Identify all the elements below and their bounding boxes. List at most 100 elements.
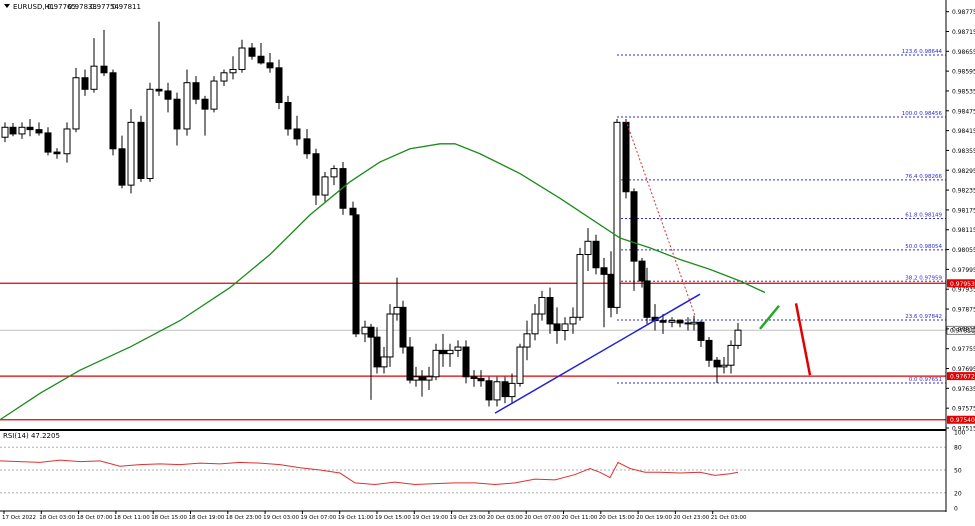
bear-candle bbox=[439, 349, 447, 355]
price-tick-label: 0.98055 bbox=[952, 247, 975, 254]
bear-candle bbox=[173, 98, 181, 130]
support-trendline[interactable] bbox=[494, 293, 701, 414]
bull-candle bbox=[668, 320, 676, 323]
bear-candle bbox=[607, 273, 615, 308]
bear-candle bbox=[312, 153, 320, 196]
price-tick-label: 0.97515 bbox=[952, 426, 975, 433]
rsi-tick-label: 0 bbox=[954, 506, 958, 513]
time-tick-label: 19 Oct 15:00 bbox=[375, 515, 411, 521]
level-price-label: 0.97540 bbox=[950, 417, 975, 424]
rsi-tick-label: 100 bbox=[954, 430, 966, 437]
bear-candle bbox=[100, 65, 108, 74]
rsi-label: RSI(14) 47.2205 bbox=[3, 432, 60, 440]
bear-candle bbox=[373, 336, 381, 368]
open-text: 0.97765 bbox=[47, 3, 76, 11]
bear-candle bbox=[705, 339, 713, 361]
price-tick-label: 0.98115 bbox=[952, 227, 975, 234]
bear-candle bbox=[622, 121, 630, 193]
bear-candle bbox=[81, 77, 89, 90]
bull-candle bbox=[508, 382, 516, 398]
bear-candle bbox=[352, 214, 360, 335]
fib-level-label: 38.2 0.97959 bbox=[905, 275, 942, 281]
rsi-tick-label: 80 bbox=[954, 445, 962, 452]
rsi-tick-label: 20 bbox=[954, 490, 962, 497]
current-price-tag bbox=[946, 325, 975, 335]
bull-candle bbox=[183, 82, 191, 130]
time-tick-label: 19 Oct 23:00 bbox=[450, 515, 486, 521]
bear-candle bbox=[35, 129, 43, 134]
bull-candle bbox=[432, 349, 440, 378]
price-tick-label: 0.98175 bbox=[952, 207, 975, 214]
bear-candle bbox=[257, 55, 265, 64]
price-tick-label: 0.97575 bbox=[952, 406, 975, 413]
bull-candle bbox=[576, 254, 584, 318]
bear-candle bbox=[462, 346, 470, 378]
bull-candle bbox=[734, 329, 742, 346]
rsi-line[interactable] bbox=[0, 459, 739, 485]
time-tick-label: 20 Oct 11:00 bbox=[562, 515, 598, 521]
bull-candle bbox=[538, 296, 546, 315]
bear-candle bbox=[485, 380, 493, 401]
bear-candle bbox=[164, 90, 172, 100]
time-tick-label: 18 Oct 03:00 bbox=[39, 515, 75, 521]
bull-candle bbox=[210, 80, 218, 110]
moving-average-line[interactable] bbox=[0, 143, 766, 421]
bull-candle bbox=[727, 344, 735, 366]
bear-candle bbox=[546, 296, 554, 325]
high-text: 0.97833 bbox=[68, 3, 97, 11]
bull-candle bbox=[220, 72, 228, 82]
bear-candle bbox=[406, 346, 414, 381]
fib-trend-dotted-line[interactable] bbox=[625, 120, 696, 316]
bull-candle bbox=[380, 356, 388, 368]
fib-level-label: 23.6 0.97842 bbox=[905, 314, 942, 320]
bear-candle bbox=[155, 88, 163, 92]
bear-candle bbox=[592, 240, 600, 269]
price-tick-label: 0.98595 bbox=[952, 69, 975, 76]
bull-candle bbox=[127, 121, 135, 186]
bull-candle bbox=[613, 121, 621, 308]
fib-level-label: 0.0 0.97651 bbox=[909, 377, 942, 383]
bull-candle bbox=[386, 313, 394, 358]
price-tick-label: 0.97995 bbox=[952, 267, 975, 274]
price-tick-label: 0.98715 bbox=[952, 29, 975, 36]
fib-level-label: 76.4 0.98266 bbox=[905, 174, 942, 180]
bull-candle bbox=[446, 349, 454, 355]
bear-candle bbox=[109, 72, 117, 150]
bull-candle bbox=[425, 376, 433, 381]
time-tick-label: 18 Oct 23:00 bbox=[226, 515, 262, 521]
fib-level-label: 61.8 0.98149 bbox=[905, 213, 942, 219]
level-price-label: 0.97953 bbox=[950, 281, 975, 288]
bear-candle bbox=[118, 148, 126, 186]
bear-candle bbox=[53, 151, 61, 155]
bear-candle bbox=[137, 121, 145, 180]
bull-candle bbox=[330, 168, 338, 178]
time-tick-label: 21 Oct 03:00 bbox=[711, 515, 747, 521]
rsi-tick-label: 50 bbox=[954, 468, 962, 475]
price-tick-label: 0.97935 bbox=[952, 287, 975, 294]
bull-candle bbox=[63, 128, 71, 155]
bearish-arrow[interactable] bbox=[794, 303, 812, 376]
price-tick-label: 0.98475 bbox=[952, 108, 975, 115]
bear-candle bbox=[26, 126, 34, 131]
bear-candle bbox=[630, 191, 638, 262]
level-price-tag bbox=[947, 279, 975, 288]
bullish-arrow[interactable] bbox=[759, 304, 780, 330]
time-tick-label: 20 Oct 07:00 bbox=[524, 515, 560, 521]
bull-candle bbox=[90, 65, 98, 90]
bear-candle bbox=[303, 138, 311, 155]
low-text: 0.97754 bbox=[90, 3, 119, 11]
bear-candle bbox=[201, 98, 209, 110]
bull-candle bbox=[531, 313, 539, 335]
bear-candle bbox=[600, 267, 608, 275]
bear-candle bbox=[659, 320, 667, 323]
bull-candle bbox=[720, 364, 728, 368]
time-tick-label: 17 Oct 2022 bbox=[2, 515, 36, 521]
dropdown-triangle-icon[interactable] bbox=[4, 4, 10, 8]
bear-candle bbox=[9, 126, 17, 135]
bull-candle bbox=[18, 126, 26, 135]
fib-level-label: 50.0 0.98054 bbox=[905, 244, 942, 250]
close-text: 0.97811 bbox=[112, 3, 141, 11]
symbol-text: EURUSD,H1 bbox=[13, 3, 54, 11]
